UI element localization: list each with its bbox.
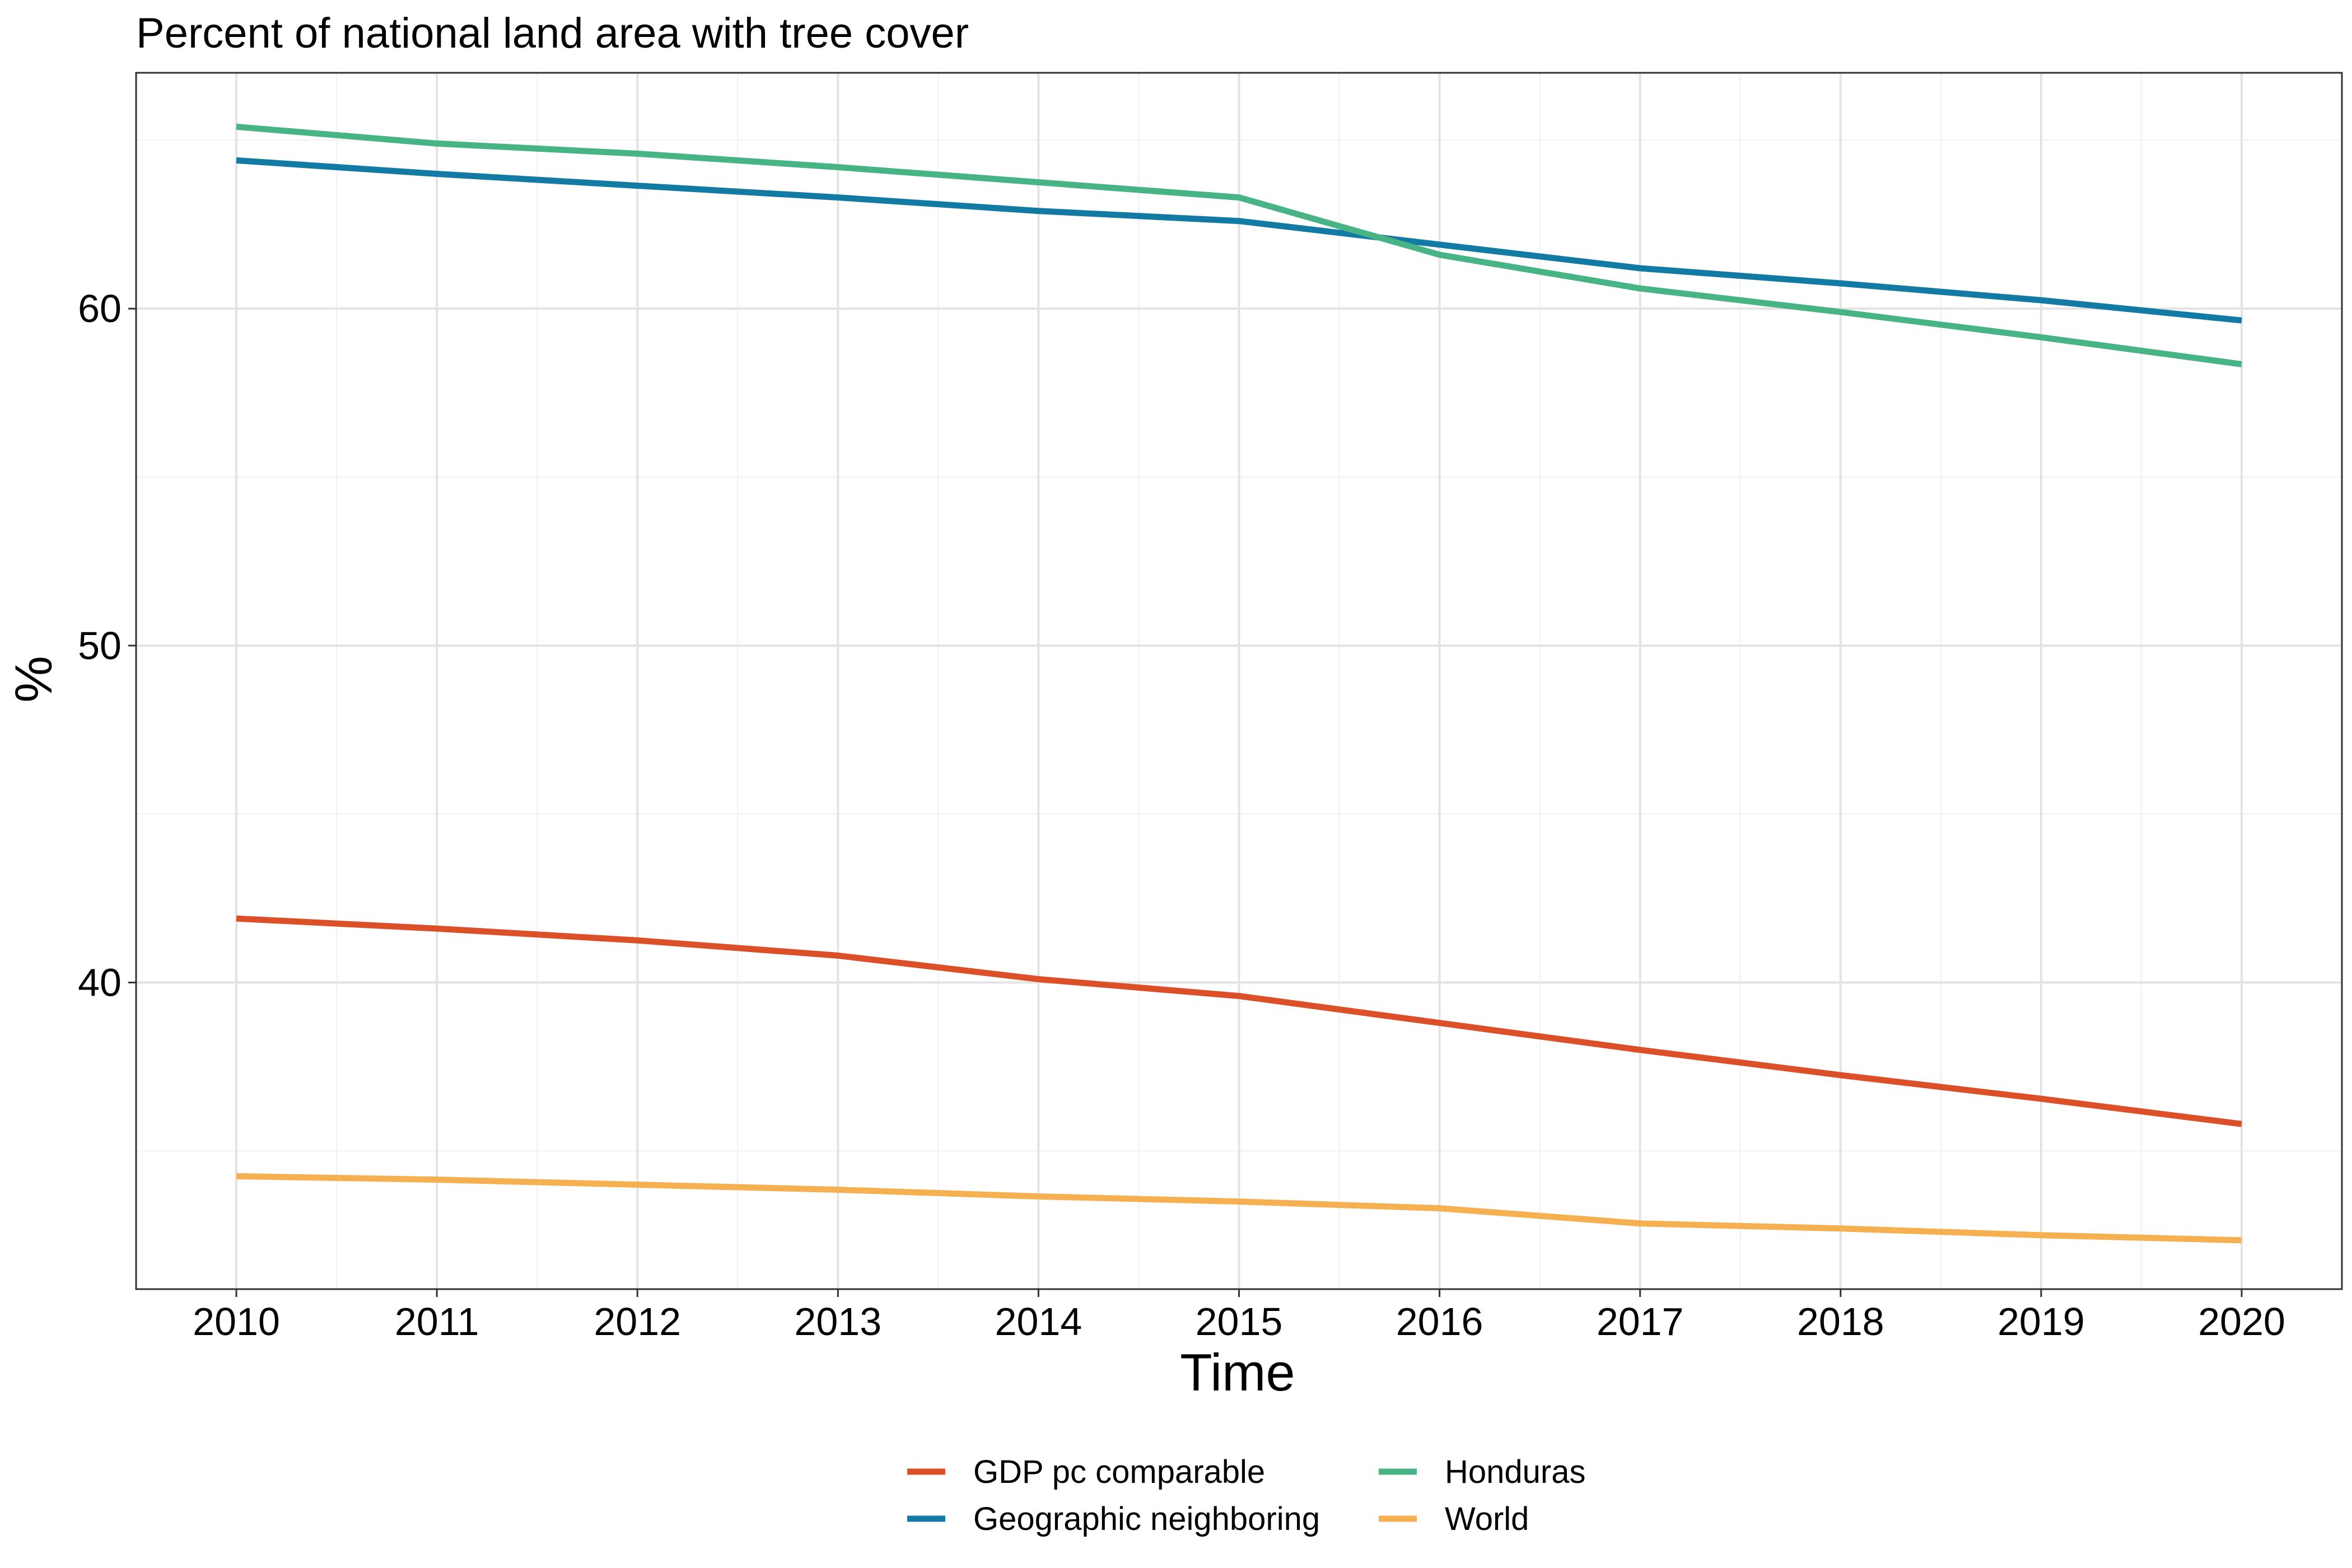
x-tick-label: 2010 <box>193 1300 280 1343</box>
axis-ticks: 2010 2011 2012 2013 2014 2015 2016 2017 2018 2019… <box>78 287 2285 1343</box>
series-line-honduras <box>236 123 2242 367</box>
x-tick-label: 2011 <box>395 1300 479 1343</box>
series-line-geographic-neighboring <box>236 157 2242 324</box>
x-tick-label: 2015 <box>1196 1300 1283 1343</box>
x-tick-label: 2019 <box>1998 1300 2085 1343</box>
legend-label-gdp-pc-comparable: GDP pc comparable <box>973 1454 1265 1490</box>
y-tick-label: 60 <box>78 287 122 330</box>
legend-label-honduras: Honduras <box>1445 1454 1585 1490</box>
grid-lines <box>136 73 2342 1289</box>
x-tick-label: 2016 <box>1396 1300 1483 1343</box>
y-tick-label: 40 <box>78 960 122 1004</box>
series-line-gdp-pc-comparable <box>236 915 2242 1127</box>
series-lines <box>236 123 2242 1244</box>
y-tick-label: 50 <box>78 624 122 668</box>
legend: GDP pc comparable Geographic neighboring H… <box>907 1454 1585 1537</box>
x-tick-label: 2012 <box>594 1300 681 1343</box>
x-tick-label: 2020 <box>2198 1300 2285 1343</box>
x-tick-label: 2013 <box>794 1300 881 1343</box>
series-line-world <box>236 1173 2242 1244</box>
y-axis-title: % <box>4 656 63 703</box>
x-tick-label: 2014 <box>995 1300 1082 1343</box>
x-tick-label: 2018 <box>1797 1300 1884 1343</box>
x-axis-title: Time <box>1180 1343 1295 1402</box>
legend-label-geographic-neighboring: Geographic neighboring <box>973 1501 1320 1537</box>
x-tick-label: 2017 <box>1597 1300 1684 1343</box>
chart-title: Percent of national land area with tree … <box>136 10 969 57</box>
legend-label-world: World <box>1445 1501 1529 1537</box>
